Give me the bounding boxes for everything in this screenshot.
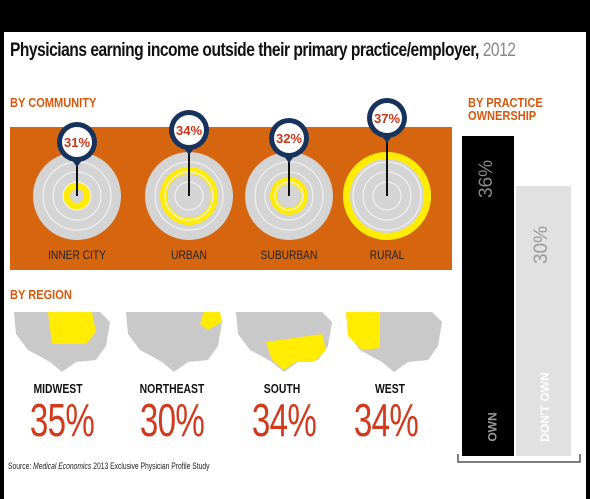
pin-value-label: 32% <box>276 131 302 146</box>
section-ownership-label-2: OWNERSHIP <box>468 108 537 123</box>
region-name-midwest: MIDWEST <box>33 381 83 396</box>
bar-own <box>462 136 514 456</box>
community-label-urban: URBAN <box>171 248 207 262</box>
community-label-rural: RURAL <box>369 248 405 262</box>
map-northeast <box>126 312 222 372</box>
region-pct-west: 34% <box>353 394 419 446</box>
region-pct-midwest: 35% <box>29 394 95 446</box>
source-prefix: Source: <box>8 461 32 471</box>
source-note: Source: Medical Economics 2013 Exclusive… <box>8 461 210 471</box>
region-highlight <box>346 312 380 350</box>
pin-value-label: 31% <box>64 135 90 150</box>
chart-title: Physicians earning income outside their … <box>10 40 516 62</box>
pin-face <box>274 123 304 153</box>
pin-face <box>62 127 92 157</box>
region-name-northeast: NORTHEAST <box>139 381 205 396</box>
map-midwest <box>14 312 110 372</box>
community-label-suburban: SUBURBAN <box>260 248 318 262</box>
bar-dont-own <box>516 186 571 456</box>
section-community-label: BY COMMUNITY <box>10 95 97 110</box>
region-highlight <box>266 334 326 370</box>
pin-face <box>372 103 402 133</box>
region-highlight <box>48 312 96 344</box>
pin-face <box>174 115 204 145</box>
section-ownership-label-1: BY PRACTICE <box>468 95 543 110</box>
source-publication: Medical Economics <box>33 461 92 471</box>
pin-value-label: 34% <box>176 123 202 138</box>
region-pct-northeast: 30% <box>139 394 205 446</box>
map-south <box>236 312 332 372</box>
region-name-south: SOUTH <box>263 381 301 396</box>
source-rest: 2013 Exclusive Physician Profile Study <box>93 461 210 471</box>
region-highlight <box>200 312 222 330</box>
us-map-shape <box>126 312 222 372</box>
title-main: Physicians earning income outside their … <box>10 40 479 61</box>
region-name-west: WEST <box>374 381 406 396</box>
section-region-label: BY REGION <box>10 287 72 302</box>
community-label-inner-city: INNER CITY <box>48 248 106 262</box>
pin-value-label: 37% <box>374 111 400 126</box>
region-pct-south: 34% <box>251 394 317 446</box>
map-west <box>346 312 442 372</box>
title-year: 2012 <box>482 40 516 61</box>
